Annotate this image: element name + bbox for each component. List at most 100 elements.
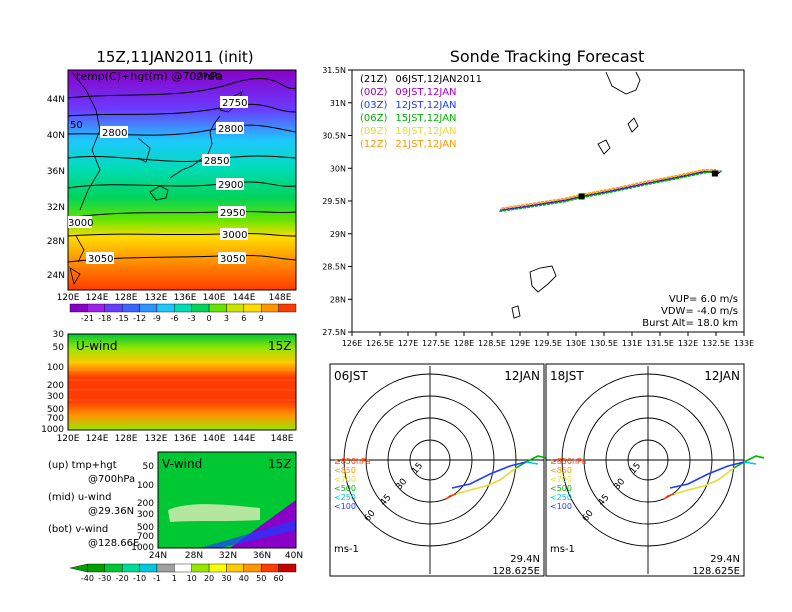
colorbar-swatch [226,563,245,573]
y-tick-label: 29N [330,230,346,239]
colorbar-swatch [174,563,192,573]
x-tick-label: 126E [342,339,362,348]
hodo-legend-entry: <850 [550,466,572,475]
y-tick-label: 31N [330,99,346,108]
x-tick-label: 128.5E [478,339,506,348]
lon-tick: 136E [174,293,197,303]
contour-labels: 2750 2800 2800 2850 2900 2950 3000 3000 … [68,72,248,265]
colorbar-swatch [121,303,140,313]
y-tick-label: 30.5N [322,132,346,141]
lat-tick: 36N [253,551,271,561]
lon-tick: 132E [145,293,168,303]
y-tick-label: 27.5N [322,328,346,337]
track-params: VUP= 6.0 m/s VDW= -4.0 m/s Burst Alt= 18… [642,294,738,329]
contour-label: 2750 [222,98,247,109]
y-tick-label: 28.5N [322,263,346,272]
left-title: 15Z,11JAN2011 (init) [96,48,253,66]
vwind-label: V-wind [162,457,202,471]
right-title: Sonde Tracking Forecast [450,47,645,66]
x-tick-label: 130E [566,339,586,348]
colorbar-swatch [174,303,192,313]
level-tick: 100 [137,481,154,491]
hodo-trace [451,461,527,489]
level-tick: 1000 [131,543,154,553]
hodograph-06jst: 06JST 12JAN 29.4N 128.625E ms-1 15304560… [329,363,547,577]
colorbar-swatch [139,563,158,573]
colorbar-tick: -3 [188,314,196,323]
uwind-levels: 30 50 100 200 300 500 700 1000 [41,330,64,435]
vwind-time: 15Z [268,457,292,471]
colorbar-swatch [156,563,175,573]
colorbar-swatch [278,563,297,573]
colorbar-swatch [208,303,227,313]
y-tick-label: 30N [330,164,346,173]
colorbar-tick: -6 [170,314,178,323]
track-series-line [501,168,716,209]
lon-tick: 148E [271,434,294,444]
vup-value: VUP= 6.0 m/s [669,294,738,305]
hodo-legend-entry: ≥850hPa [334,457,371,466]
colorbar-tick: 60 [274,574,284,583]
lon-tick: 120E [57,434,80,444]
hodo-legend-entry: ≥850hPa [550,457,587,466]
hodo-lon: 128.625E [492,566,540,577]
colorbar-tick: 1 [172,574,177,583]
x-tick-label: 129.5E [534,339,562,348]
colorbar-tick: -21 [81,314,94,323]
colorbar-tick: -10 [133,574,146,583]
x-tick-label: 130.5E [590,339,618,348]
note-up-line2: @700hPa [88,474,135,485]
lon-tick: 140E [203,293,226,303]
hodo-unit: ms-1 [334,544,359,555]
hodo-trace [525,461,539,465]
track-legend: (21Z) 06JST,12JAN2011 (00Z) 09JST,12JAN (0… [360,74,482,150]
colorbar-tick: -9 [153,314,161,323]
vwind-levels: 50 100 200 300 500 700 1000 [131,462,154,553]
colorbar-arrow [69,563,88,573]
legend-entry: (06Z) 15JST,12JAN [360,113,457,124]
legend-entry: (12Z) 21JST,12JAN [360,139,457,150]
contour-label: 3000 [68,218,93,229]
lon-tick: 124E [86,293,109,303]
y-tick-label: 31.5N [322,66,346,75]
lat-tick: 40N [47,131,65,141]
uwind-panel: U-wind 15Z 30 50 100 200 300 500 700 100… [41,330,297,444]
x-tick-label: 131E [622,339,642,348]
note-up-line1: (up) tmp+hgt [48,460,117,471]
colorbar-swatch [191,563,210,573]
temp-map-label: temp(C)+hgt(m) @700hPa [76,70,223,83]
track-map: 126E 126.5E 127E 127.5E 128E 128.5E 129E 129.5E… [322,66,754,348]
contour-label: 2700 [196,72,221,83]
level-tick: 200 [137,499,154,509]
vwind-light-region [168,504,260,522]
hodo-lat: 29.4N [510,554,540,565]
temp-colorbar: -21 -18 -15 -12 -9 -6 -3 0 3 6 9 [69,303,297,323]
lon-tick: 128E [115,434,138,444]
colorbar-swatch [226,303,245,313]
hodo-legend-entry: <500 [334,484,356,493]
x-tick-label: 131.5E [646,339,674,348]
lon-tick: 140E [203,434,226,444]
note-bot-line1: (bot) v-wind [48,524,108,535]
level-tick: 500 [47,405,64,415]
track-coastlines [511,71,641,319]
level-tick: 1000 [41,425,64,435]
colorbar-swatch [121,563,140,573]
contour-label: 50 [70,120,83,131]
hodo-legend-entry: <500 [550,484,572,493]
colorbar-swatch [278,303,297,313]
lat-tick: 32N [47,203,65,213]
legend-entry: (09Z) 18JST,12JAN [360,126,457,137]
lat-tick: 36N [47,167,65,177]
track-axes: 126E 126.5E 127E 127.5E 128E 128.5E 129E 129.5E… [322,66,754,348]
colorbar-tick: 6 [241,314,246,323]
colorbar-tick: 0 [207,314,212,323]
lon-tick: 136E [174,434,197,444]
contour-label: 2950 [220,208,245,219]
legend-entry: (00Z) 09JST,12JAN [360,87,457,98]
note-mid-line2: @29.36N [88,506,134,517]
colorbar-tick: -15 [116,314,129,323]
x-tick-label: 133E [734,339,754,348]
hodo-trace [515,455,547,469]
